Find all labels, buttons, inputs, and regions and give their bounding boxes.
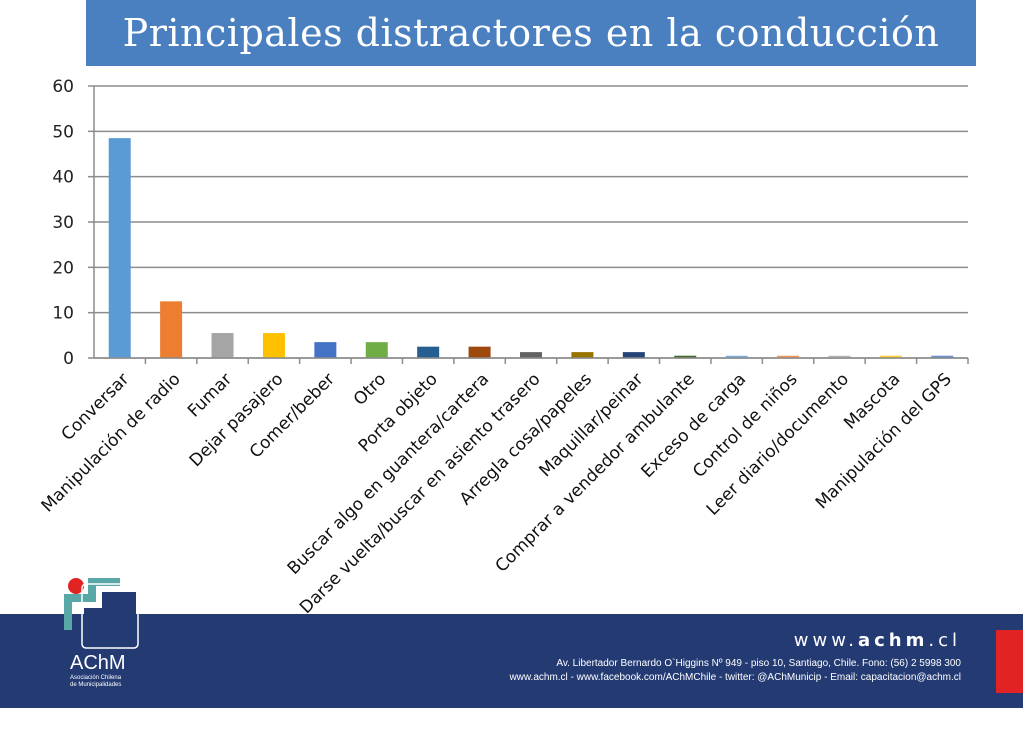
chart-title-bar: Principales distractores en la conducció…: [86, 0, 976, 66]
bar: [417, 346, 440, 358]
x-tick-label: Dejar pasajero: [186, 369, 288, 471]
bar: [777, 355, 800, 358]
bar: [365, 342, 388, 358]
logo-name: AChM: [70, 652, 126, 674]
contacts-text: www.achm.cl - www.facebook.com/AChMChile…: [509, 672, 961, 683]
footer-accent: [996, 630, 1023, 693]
bar: [108, 138, 131, 358]
bar: [931, 355, 954, 358]
achm-logo-icon: [64, 578, 139, 649]
bar: [828, 355, 851, 358]
y-tick-label: 10: [52, 304, 74, 324]
bar: [314, 342, 337, 358]
bar: [571, 352, 594, 358]
bar: [674, 355, 697, 358]
bar: [622, 352, 645, 358]
y-tick-label: 50: [52, 122, 74, 142]
bar: [211, 333, 234, 358]
y-tick-label: 40: [52, 168, 74, 188]
x-tick-label: Otro: [350, 369, 390, 409]
y-tick-label: 30: [52, 213, 74, 233]
x-tick-label: Darse vuelta/buscar en asiento trasero: [296, 369, 544, 614]
y-tick-label: 20: [52, 258, 74, 278]
bar: [468, 346, 491, 358]
footer-bar: [0, 614, 1023, 708]
bar: [879, 355, 902, 358]
bar: [262, 333, 285, 358]
website-label: www.achm.cl: [793, 630, 961, 651]
address-text: Av. Libertador Bernardo O`Higgins Nº 949…: [556, 658, 961, 669]
y-tick-label: 0: [63, 349, 74, 369]
bar: [520, 352, 542, 358]
chart-title: Principales distractores en la conducció…: [122, 11, 940, 55]
bar: [725, 355, 748, 358]
bar: [160, 301, 183, 358]
logo-subtitle-1: Asociación Chilena: [70, 675, 122, 681]
logo-subtitle-2: de Municipalidades: [70, 682, 122, 688]
y-tick-label: 60: [52, 77, 74, 97]
